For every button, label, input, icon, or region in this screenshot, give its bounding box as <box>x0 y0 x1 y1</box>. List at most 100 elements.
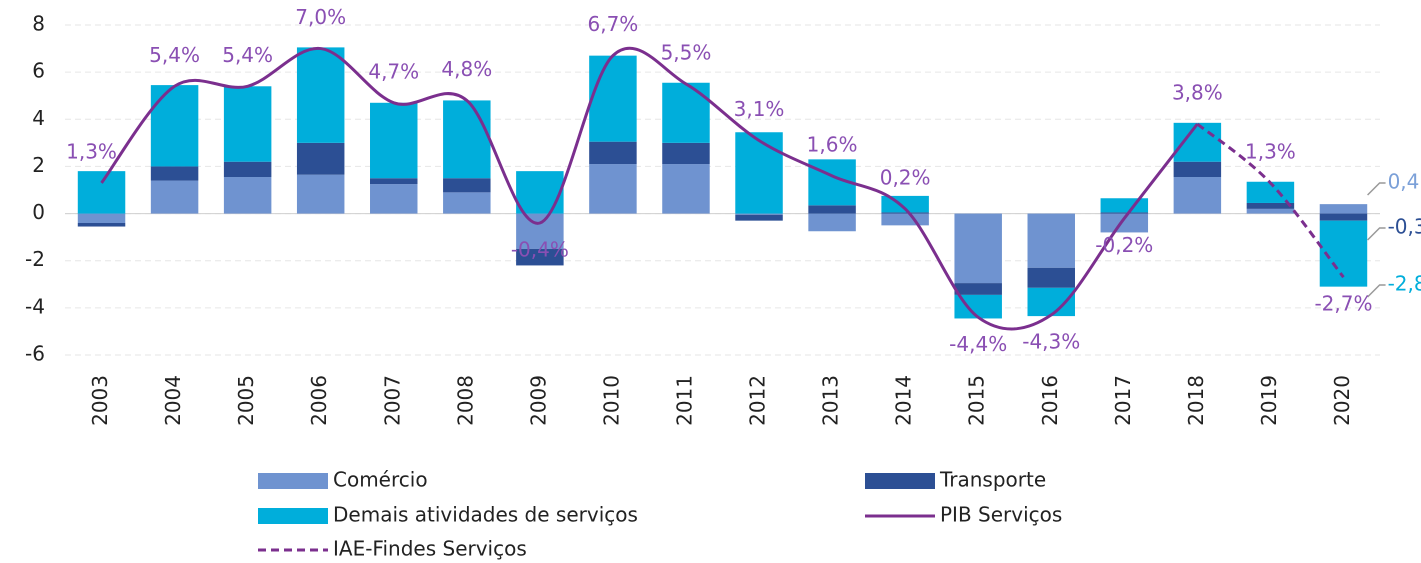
bar-segment <box>77 171 126 214</box>
line-value-label: 3,8% <box>1172 81 1223 105</box>
x-tick-label: 2011 <box>672 375 696 426</box>
line-value-label: 4,8% <box>441 57 492 81</box>
bar-segment <box>223 161 272 178</box>
bar-segment <box>150 180 199 214</box>
bar-segment <box>954 294 1002 319</box>
legend-label: PIB Serviços <box>940 503 1062 527</box>
bar-segment <box>296 47 345 143</box>
bar-segment <box>1173 122 1222 162</box>
bar-segment <box>296 142 345 175</box>
x-tick-label: 2009 <box>526 375 550 426</box>
bar-segment <box>808 205 856 214</box>
bar-segment <box>443 192 491 214</box>
bar-segment <box>443 178 491 193</box>
bar-segment <box>1246 181 1295 203</box>
x-tick-label: 2006 <box>307 375 331 426</box>
value-label: -0,3 <box>1388 215 1421 239</box>
bar-segment <box>296 174 345 214</box>
legend-swatch <box>258 473 328 489</box>
x-tick-label: 2017 <box>1111 375 1135 426</box>
x-tick-label: 2005 <box>234 375 258 426</box>
line-value-label: -4,3% <box>1022 329 1080 353</box>
x-tick-label: 2003 <box>88 375 112 426</box>
bar-segment <box>1100 213 1149 233</box>
line-value-label: -0,2% <box>1095 233 1153 257</box>
line-value-label: 5,4% <box>222 43 273 67</box>
bar-segment <box>443 100 491 179</box>
bar-segment <box>1319 213 1368 221</box>
x-tick-label: 2020 <box>1330 375 1354 426</box>
line-value-label: 0,2% <box>880 165 931 189</box>
leader-line <box>1367 227 1386 241</box>
bar-segment <box>370 178 418 185</box>
bar-segment <box>589 164 637 214</box>
y-tick-label: 6 <box>32 59 45 83</box>
x-tick-label: 2008 <box>453 375 477 426</box>
bar-segment <box>735 214 783 221</box>
legend-swatch <box>865 473 935 489</box>
bar-segment <box>881 213 929 226</box>
bar-segment <box>735 132 783 214</box>
line-value-label: 5,5% <box>661 40 712 64</box>
line-series <box>1196 122 1345 279</box>
line-value-label: -0,4% <box>511 238 569 262</box>
bar-segment <box>1246 202 1295 209</box>
bar-segment <box>1027 287 1075 317</box>
x-tick-label: 2010 <box>599 375 623 426</box>
bar-segment <box>370 184 418 214</box>
line-value-label: 4,7% <box>368 59 419 83</box>
line-value-label: -4,4% <box>949 332 1007 356</box>
bar-segment <box>808 213 856 232</box>
bar-segment <box>1173 161 1222 178</box>
y-tick-label: 0 <box>32 200 45 224</box>
value-label: 0,4 <box>1388 170 1420 194</box>
bar-segment <box>662 82 710 143</box>
line-value-label: -2,7% <box>1314 292 1372 316</box>
bar-segment <box>150 166 199 181</box>
x-tick-label: 2014 <box>892 375 916 426</box>
bar-segment <box>954 213 1002 284</box>
x-tick-label: 2004 <box>161 375 185 426</box>
legend-swatch <box>258 508 328 524</box>
bar-segment <box>370 102 418 179</box>
bar-segment <box>662 164 710 214</box>
bar-segment <box>735 213 783 215</box>
leader-line <box>1367 182 1386 196</box>
y-tick-label: -4 <box>25 294 45 318</box>
bar-segment <box>954 283 1002 295</box>
leader-line <box>1367 284 1386 298</box>
line-value-label: 5,4% <box>149 43 200 67</box>
bar-segment <box>516 248 564 266</box>
y-tick-label: 4 <box>32 106 45 130</box>
bar-segment <box>662 142 710 165</box>
value-label: -2,8 <box>1388 272 1421 296</box>
bar-segment <box>589 141 637 165</box>
legend-label: Comércio <box>333 468 428 492</box>
bar-segment <box>77 223 126 227</box>
y-tick-label: 8 <box>32 12 45 36</box>
bar-segment <box>1100 198 1149 213</box>
line-value-label: 1,3% <box>66 139 117 163</box>
y-tick-label: 2 <box>32 153 45 177</box>
line-value-label: 1,3% <box>1245 139 1296 163</box>
bar-segment <box>1100 212 1149 214</box>
line-value-label: 3,1% <box>734 97 785 121</box>
x-tick-label: 2019 <box>1257 375 1281 426</box>
bar-segment <box>1173 177 1222 214</box>
bar-segment <box>516 171 564 214</box>
legend-label: IAE-Findes Serviços <box>333 537 527 561</box>
bar-segment <box>223 86 272 162</box>
bar-segment <box>223 177 272 214</box>
line-series <box>100 46 1199 331</box>
legend-label: Transporte <box>939 468 1046 492</box>
bar-segment <box>77 213 126 223</box>
bar-segment <box>516 213 564 249</box>
y-tick-label: -6 <box>25 342 45 366</box>
bar-segment <box>589 55 637 142</box>
line-value-label: 1,6% <box>807 132 858 156</box>
x-tick-label: 2018 <box>1184 375 1208 426</box>
x-tick-label: 2016 <box>1038 375 1062 426</box>
y-tick-label: -2 <box>25 247 45 271</box>
x-tick-label: 2012 <box>746 375 770 426</box>
